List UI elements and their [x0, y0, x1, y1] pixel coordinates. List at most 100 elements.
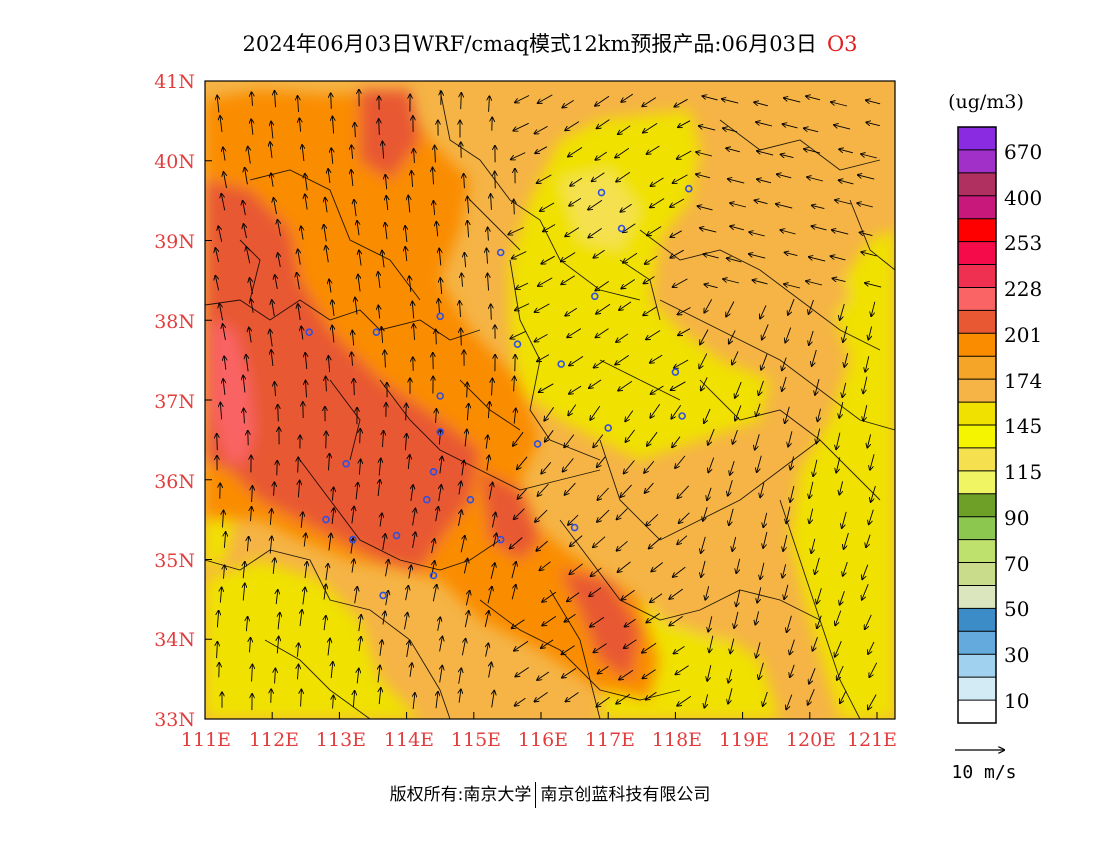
legend-unit: (ug/m3): [948, 91, 1024, 113]
wind-arrow-icon: [757, 455, 762, 472]
wind-arrow-icon: [867, 434, 870, 447]
legend-swatch: [958, 402, 996, 426]
wind-arrow-icon: [438, 617, 441, 631]
wind-arrow-icon: [461, 93, 462, 110]
lon-label-112e: 112E: [249, 729, 299, 751]
wind-arrow-icon: [871, 301, 876, 316]
lat-label-35n: 35N: [154, 550, 195, 572]
wind-arrow-icon: [755, 434, 760, 449]
wind-arrow-icon: [651, 177, 664, 186]
wind-arrow-icon: [749, 232, 765, 237]
wind-arrow-icon: [760, 305, 767, 318]
wind-arrow-icon: [535, 303, 550, 312]
legend-label-50: 50: [1004, 597, 1029, 621]
wind-arrow-icon: [569, 197, 582, 206]
wind-arrow-icon: [378, 272, 380, 289]
wind-arrow-icon: [617, 540, 628, 550]
wind-arrow-icon: [785, 327, 792, 343]
wind-arrow-icon: [223, 324, 226, 340]
wind-arrow-icon: [569, 356, 584, 365]
wind-arrow-icon: [301, 512, 303, 528]
wind-arrow-icon: [542, 591, 557, 602]
wind-arrow-icon: [359, 459, 360, 475]
wind-arrow-icon: [671, 381, 686, 390]
wind-arrow-icon: [616, 333, 629, 342]
wind-arrow-icon: [722, 99, 739, 104]
wind-arrow-icon: [672, 436, 681, 448]
wind-arrow-icon: [275, 91, 276, 108]
wind-vectors: [215, 90, 882, 710]
wind-arrow-icon: [729, 330, 736, 343]
wind-arrow-icon: [835, 610, 842, 626]
wind-arrow-icon: [218, 226, 223, 242]
title-text: 2024年06月03日WRF/cmaq模式12km预报产品:06月03日: [242, 32, 817, 56]
wind-arrow-icon: [761, 354, 768, 370]
wind-arrow-icon: [358, 275, 360, 292]
wind-arrow-icon: [357, 221, 359, 236]
wind-arrow-icon: [567, 328, 582, 338]
wind-arrow-icon: [621, 589, 635, 600]
wind-arrow-icon: [217, 611, 218, 628]
wind-arrow-icon: [514, 200, 515, 215]
wind-arrow-icon: [301, 226, 303, 240]
wind-arrow-icon: [270, 509, 271, 525]
wind-arrow-icon: [677, 695, 692, 706]
wind-arrow-icon: [351, 145, 352, 159]
wind-arrow-icon: [406, 404, 407, 421]
city-marker-icon: [392, 531, 401, 540]
wind-arrow-icon: [324, 616, 326, 631]
wind-arrow-icon: [756, 403, 761, 417]
wind-arrow-icon: [378, 480, 380, 497]
wind-arrow-icon: [708, 616, 713, 631]
city-marker-icon: [604, 424, 613, 432]
wind-arrow-icon: [274, 482, 275, 496]
wind-arrow-icon: [839, 149, 854, 154]
wind-arrow-icon: [561, 645, 575, 655]
wind-arrow-icon: [790, 456, 793, 470]
wind-arrow-icon: [783, 124, 798, 129]
wind-arrow-icon: [868, 694, 877, 710]
legend-label-201: 201: [1004, 323, 1042, 347]
wind-arrow-icon: [786, 694, 793, 710]
wind-arrow-icon: [513, 431, 524, 446]
wind-arrow-icon: [735, 381, 742, 398]
legend-swatch: [958, 379, 996, 403]
wind-arrow-icon: [674, 98, 688, 106]
wind-arrow-icon: [569, 563, 583, 574]
wind-arrow-icon: [704, 694, 707, 707]
wind-arrow-icon: [331, 148, 333, 164]
wind-arrow-icon: [326, 564, 328, 581]
wind-arrow-icon: [749, 254, 766, 259]
wind-arrow-icon: [411, 485, 413, 501]
wind-arrow-icon: [815, 557, 820, 574]
wind-arrow-icon: [784, 584, 789, 599]
wind-arrow-icon: [865, 283, 882, 288]
wind-arrow-icon: [865, 356, 870, 372]
city-marker-icon: [322, 515, 330, 524]
wind-arrow-icon: [540, 202, 555, 211]
reference-vector: 10 m/s: [951, 750, 1017, 783]
wind-arrow-icon: [405, 434, 406, 451]
wind-arrow-icon: [223, 147, 225, 161]
wind-arrow-icon: [784, 284, 801, 289]
wind-arrow-icon: [807, 177, 824, 182]
wind-arrow-icon: [840, 690, 847, 703]
wind-arrow-icon: [595, 151, 607, 160]
wind-arrow-icon: [352, 559, 354, 573]
wind-arrow-icon: [645, 255, 658, 264]
wind-arrow-icon: [487, 587, 492, 604]
wind-arrow-icon: [514, 409, 516, 424]
wind-arrow-icon: [729, 508, 734, 525]
wind-arrow-icon: [733, 429, 738, 444]
wind-arrow-icon: [488, 274, 489, 291]
wind-arrow-icon: [708, 428, 715, 445]
legend-label-90: 90: [1004, 506, 1029, 530]
wind-arrow-icon: [699, 353, 708, 369]
wind-arrow-icon: [271, 173, 273, 187]
wind-arrow-icon: [461, 329, 462, 346]
wind-arrow-icon: [625, 429, 635, 442]
wind-arrow-icon: [221, 194, 226, 211]
wind-arrow-icon: [409, 276, 411, 292]
wind-arrow-icon: [250, 638, 251, 653]
wind-arrow-icon: [565, 227, 580, 237]
